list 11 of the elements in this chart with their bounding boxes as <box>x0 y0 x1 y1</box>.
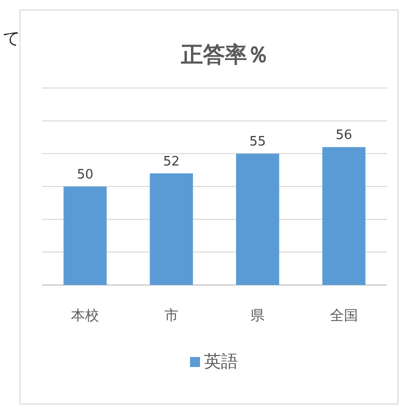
x-tick-label: 本校 <box>71 308 100 324</box>
x-tick-label: 全国 <box>330 308 358 324</box>
legend: 英語 <box>204 352 238 372</box>
data-label: 56 <box>336 128 352 144</box>
x-tick-label: 市 <box>164 308 178 324</box>
title: 正答率％ <box>181 43 269 68</box>
annotation: て <box>3 29 20 49</box>
x-tick-label: 県 <box>250 308 265 324</box>
data-label: 52 <box>163 154 180 170</box>
data-label: 55 <box>249 134 266 150</box>
data-label: 50 <box>76 168 94 182</box>
